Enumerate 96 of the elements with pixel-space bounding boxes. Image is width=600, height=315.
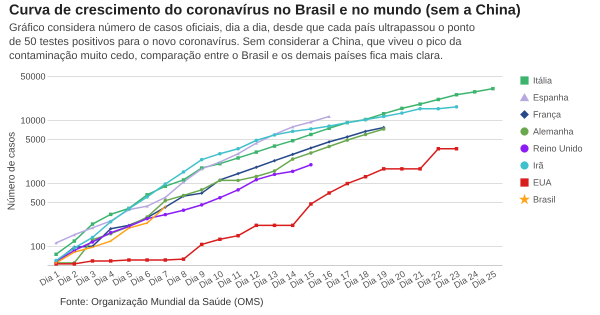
point [364,132,368,136]
point [90,226,94,230]
point [272,172,276,176]
point [164,198,168,202]
legend-label: França [533,110,562,120]
point [364,130,368,134]
point [400,111,404,115]
point [418,107,422,110]
legend-label: EUA [533,178,552,188]
point [327,144,331,148]
point [290,170,294,174]
legend-label: Itália [533,76,552,86]
point [200,203,204,207]
point [454,105,458,109]
point [164,212,168,216]
point [436,98,440,102]
point [236,178,240,182]
point [327,140,331,144]
point [346,182,350,186]
point [382,114,386,118]
point [254,178,258,182]
legend-label: Brasil [533,194,556,204]
point [182,170,186,174]
point [218,196,222,200]
point [108,212,112,216]
point [290,224,294,228]
point [109,239,112,242]
point [309,127,313,131]
y-tick-label: 5000 [25,134,46,144]
point [254,174,258,178]
point [418,167,422,171]
point [254,150,258,154]
point [272,169,276,173]
point [236,188,240,192]
line-series [54,114,331,244]
point [472,90,476,94]
point [327,124,331,128]
point [290,152,294,156]
point [254,138,258,142]
point [254,166,258,169]
point [54,241,58,244]
point [54,252,58,256]
source-note: Fonte: Organização Mundial da Saúde (OMS) [60,297,264,308]
chart-title: Curva de crescimento do coronavírus no Brasil e no mundo (sem a China) [9,2,521,18]
point [309,120,313,124]
y-tick-label: 1000 [25,178,46,189]
point [290,157,294,161]
point [236,156,240,160]
y-axis-title: Número de casos [6,132,18,210]
point [145,221,149,224]
point [327,114,331,118]
y-tick-label: 500 [30,198,46,208]
point [200,188,204,192]
point [290,138,294,142]
point [236,172,240,176]
point [236,234,240,238]
point [309,146,313,150]
point [400,106,404,110]
point [272,158,276,162]
point [290,125,294,128]
point [491,86,495,90]
point [72,239,76,243]
point [90,240,94,244]
point [290,130,294,134]
point [400,167,404,171]
point [200,242,204,246]
y-tick-label: 10000 [20,116,46,126]
point [145,204,149,208]
point [382,112,386,116]
point [200,191,204,195]
point [254,224,258,228]
point [346,138,350,142]
chart-subtitle: Gráfico considera número de casos oficiais, dia a dia, desde que cada país ultrapassou o ponto de 50 testes positivos para o novo coronavírus. Sem considerar a China, que viveu o pico da contaminação muito cedo, comparação entre o Brasil e os demais países fica mais clara. [9,22,475,62]
legend-label: Espanha [533,92,569,102]
point [236,147,240,150]
point [309,132,313,136]
point [218,152,222,156]
point [309,151,313,155]
legend-label: Reino Unido [533,144,583,154]
y-tick-label: 50000 [20,72,46,82]
point [108,259,112,263]
point [382,167,386,171]
point [200,158,204,162]
legend-label: Irã [533,160,544,170]
point [309,163,313,166]
point [164,182,168,186]
point [418,102,422,106]
point [72,233,76,236]
legend-label: Alemanha [533,126,574,136]
point [436,107,440,110]
point [346,135,350,139]
point [218,238,222,242]
point [436,147,440,150]
y-tick-label: 100 [30,242,46,252]
point [182,208,186,212]
point [108,227,112,230]
